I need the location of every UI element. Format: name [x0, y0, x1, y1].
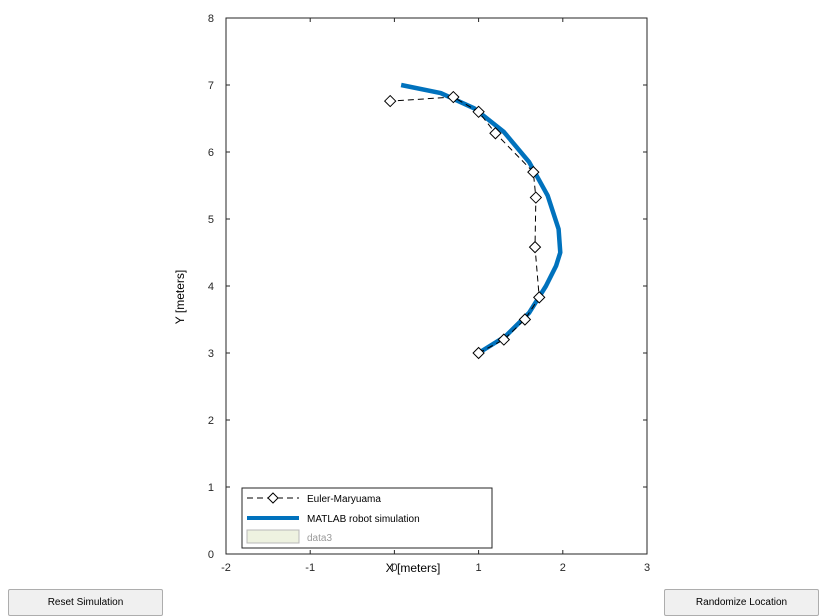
axis-ticks: -2 -1 0 1 2 3 0 1 2 3 4 5 6 7 8	[208, 13, 650, 574]
y-tick-label: 8	[208, 13, 214, 25]
euler-maryuama-marker	[489, 127, 502, 140]
euler-maryuama-marker	[497, 333, 511, 346]
axes-box	[225, 17, 648, 555]
reset-simulation-button[interactable]: Reset Simulation	[8, 589, 163, 616]
y-tick-label: 2	[208, 415, 214, 427]
x-tick-label: 3	[644, 562, 650, 574]
legend-euler-label: Euler-Maryuama	[307, 494, 381, 505]
x-tick-label: -1	[305, 562, 315, 574]
legend-matlab-label: MATLAB robot simulation	[307, 514, 420, 525]
euler-maryuama-line	[390, 96, 540, 354]
euler-maryuama-marker	[529, 191, 543, 204]
y-tick-label: 5	[208, 214, 214, 226]
x-tick-label: 2	[560, 562, 566, 574]
euler-maryuama-marker	[518, 313, 532, 326]
y-tick-label: 0	[208, 549, 214, 561]
y-tick-label: 7	[208, 80, 214, 92]
legend-data3-label: data3	[307, 533, 332, 544]
y-tick-label: 3	[208, 348, 214, 360]
legend-euler-marker	[267, 492, 279, 504]
y-tick-label: 4	[208, 281, 214, 293]
x-tick-label: 1	[476, 562, 482, 574]
x-tick-label: 0	[391, 562, 397, 574]
y-tick-label: 6	[208, 147, 214, 159]
euler-maryuama-marker	[528, 240, 542, 254]
euler-maryuama-marker	[383, 94, 397, 108]
euler-maryuama-marker	[472, 346, 485, 360]
euler-maryuama-marker	[447, 90, 460, 104]
plot-frame	[225, 17, 648, 555]
x-tick-label: -2	[221, 562, 231, 574]
y-tick-label: 1	[208, 482, 214, 494]
matlab-simulation-line	[400, 82, 563, 355]
euler-maryuama-marker	[527, 165, 540, 179]
x-axis-label: X [meters]	[386, 561, 441, 575]
euler-maryuama-marker	[472, 105, 485, 119]
euler-maryuama-marker	[533, 291, 546, 304]
randomize-location-button[interactable]: Randomize Location	[664, 589, 819, 616]
plot-series	[383, 82, 563, 360]
legend-data3-patch	[246, 529, 300, 544]
y-axis-label: Y [meters]	[173, 270, 187, 324]
legend: Euler-Maryuama MATLAB robot simulation dat…	[241, 487, 493, 549]
